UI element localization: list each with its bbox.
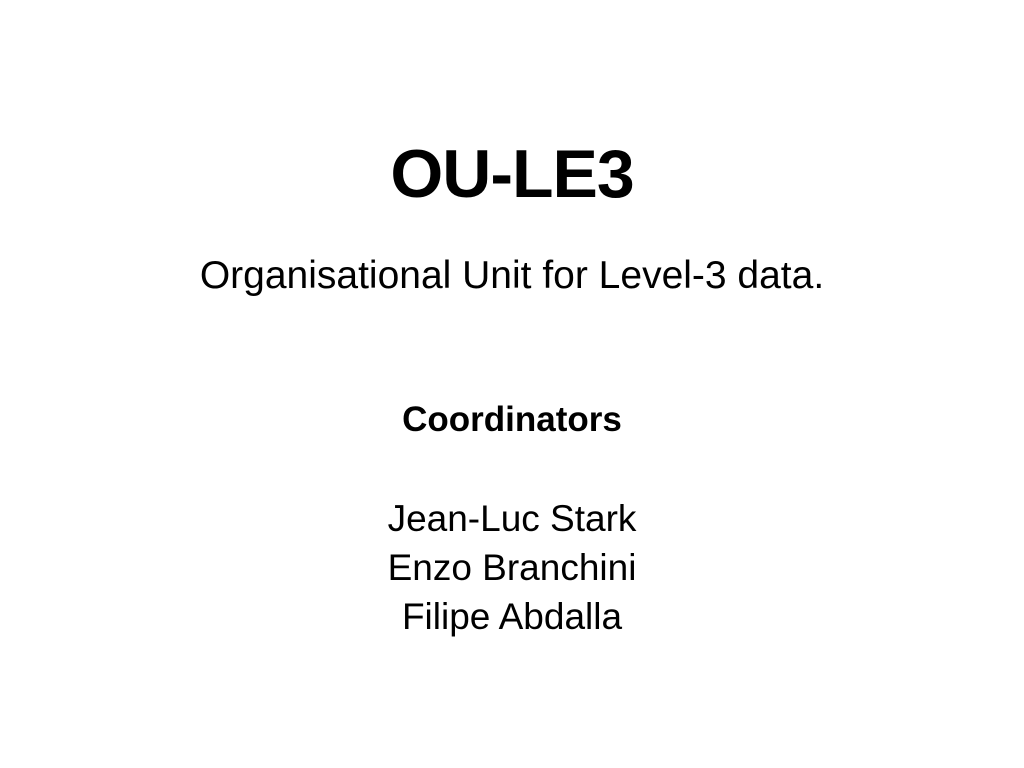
coordinators-list: Jean-Luc Stark Enzo Branchini Filipe Abd… [0, 494, 1024, 641]
coordinator-name: Jean-Luc Stark [387, 498, 637, 539]
coordinators-heading: Coordinators [402, 400, 622, 439]
coordinator-name: Filipe Abdalla [401, 596, 623, 637]
slide-subtitle: Organisational Unit for Level-3 data. [199, 254, 825, 297]
slide-title: OU-LE3 [390, 136, 634, 212]
coordinator-name: Enzo Branchini [387, 547, 637, 588]
